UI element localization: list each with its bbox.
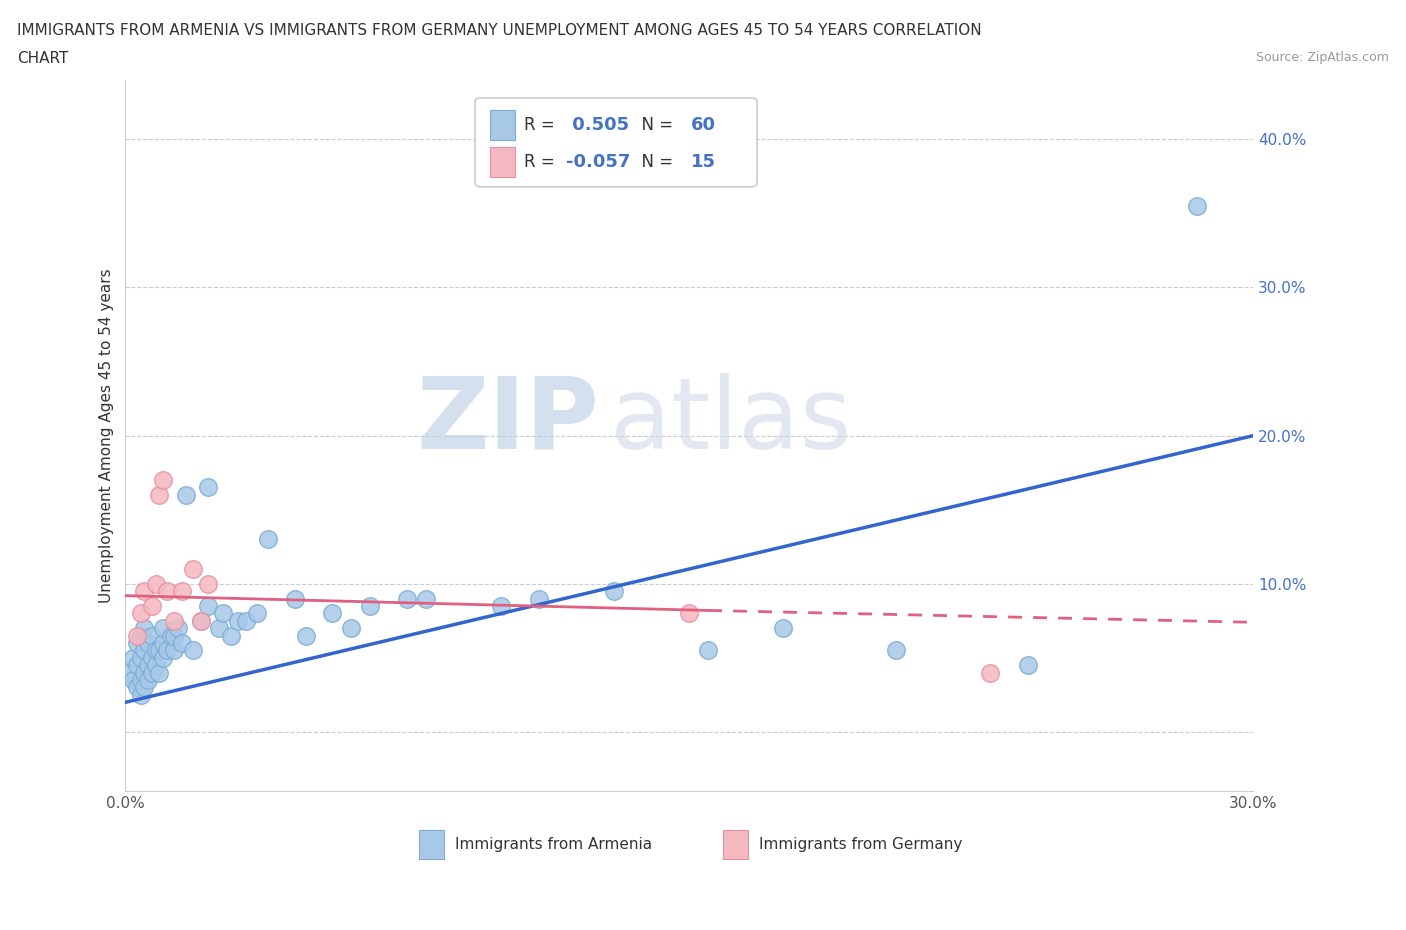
Point — [212, 606, 235, 621]
Text: Immigrants from Armenia: Immigrants from Armenia — [454, 837, 652, 852]
Point — [148, 487, 170, 502]
Point — [603, 584, 626, 599]
Point — [136, 672, 159, 687]
Text: IMMIGRANTS FROM ARMENIA VS IMMIGRANTS FROM GERMANY UNEMPLOYMENT AMONG AGES 45 TO: IMMIGRANTS FROM ARMENIA VS IMMIGRANTS FR… — [17, 23, 981, 38]
Text: 0.505: 0.505 — [567, 116, 630, 134]
Point — [141, 628, 163, 643]
Point — [136, 635, 159, 650]
Point — [170, 635, 193, 650]
Text: ZIP: ZIP — [416, 373, 599, 470]
Point — [125, 658, 148, 672]
Point — [129, 606, 152, 621]
Point — [118, 665, 141, 680]
Point — [152, 650, 174, 665]
FancyBboxPatch shape — [723, 830, 748, 858]
Point — [979, 665, 1001, 680]
Text: R =: R = — [523, 153, 560, 171]
Text: Immigrants from Germany: Immigrants from Germany — [759, 837, 963, 852]
Point — [134, 621, 156, 636]
Point — [491, 599, 513, 614]
Point — [697, 643, 720, 658]
Point — [134, 584, 156, 599]
Point — [152, 621, 174, 636]
Point — [145, 658, 167, 672]
Point — [141, 599, 163, 614]
Point — [156, 584, 179, 599]
Point — [321, 606, 343, 621]
Point — [122, 650, 145, 665]
Point — [246, 606, 269, 621]
Point — [163, 614, 186, 629]
Y-axis label: Unemployment Among Ages 45 to 54 years: Unemployment Among Ages 45 to 54 years — [100, 269, 114, 603]
Point — [145, 577, 167, 591]
Point — [129, 687, 152, 702]
Text: -0.057: -0.057 — [567, 153, 631, 171]
Point — [1017, 658, 1039, 672]
Point — [170, 584, 193, 599]
Point — [148, 665, 170, 680]
Point — [129, 672, 152, 687]
Point — [1185, 199, 1208, 214]
Point — [340, 621, 363, 636]
Point — [208, 621, 231, 636]
Point — [295, 628, 318, 643]
FancyBboxPatch shape — [475, 98, 756, 187]
Point — [226, 614, 249, 629]
Point — [141, 650, 163, 665]
Point — [125, 680, 148, 695]
Point — [167, 621, 190, 636]
Text: N =: N = — [631, 116, 673, 134]
Point — [197, 577, 219, 591]
Text: N =: N = — [631, 153, 673, 171]
Point — [136, 658, 159, 672]
Point — [527, 591, 550, 606]
Point — [134, 680, 156, 695]
FancyBboxPatch shape — [489, 147, 515, 177]
Point — [129, 650, 152, 665]
Point — [174, 487, 197, 502]
Point — [152, 472, 174, 487]
Point — [125, 628, 148, 643]
Point — [145, 643, 167, 658]
Text: Source: ZipAtlas.com: Source: ZipAtlas.com — [1256, 51, 1389, 64]
Text: 60: 60 — [690, 116, 716, 134]
Point — [152, 635, 174, 650]
Point — [884, 643, 907, 658]
Point — [163, 628, 186, 643]
Point — [678, 606, 700, 621]
Point — [134, 643, 156, 658]
Text: 15: 15 — [690, 153, 716, 171]
FancyBboxPatch shape — [419, 830, 443, 858]
Point — [257, 532, 280, 547]
Point — [181, 562, 204, 577]
Text: atlas: atlas — [610, 373, 852, 470]
Text: CHART: CHART — [17, 51, 69, 66]
Point — [181, 643, 204, 658]
Point — [359, 599, 381, 614]
Point — [163, 643, 186, 658]
Point — [122, 672, 145, 687]
Point — [148, 643, 170, 658]
Point — [415, 591, 437, 606]
Point — [197, 480, 219, 495]
Point — [284, 591, 307, 606]
Point — [190, 614, 212, 629]
Point — [156, 643, 179, 658]
Point — [219, 628, 242, 643]
Point — [396, 591, 419, 606]
Point — [159, 628, 181, 643]
Point — [129, 628, 152, 643]
Point — [235, 614, 257, 629]
Point — [772, 621, 794, 636]
Point — [134, 665, 156, 680]
Point — [190, 614, 212, 629]
Text: R =: R = — [523, 116, 560, 134]
Point — [197, 599, 219, 614]
FancyBboxPatch shape — [489, 110, 515, 140]
Point — [141, 665, 163, 680]
Point — [125, 635, 148, 650]
